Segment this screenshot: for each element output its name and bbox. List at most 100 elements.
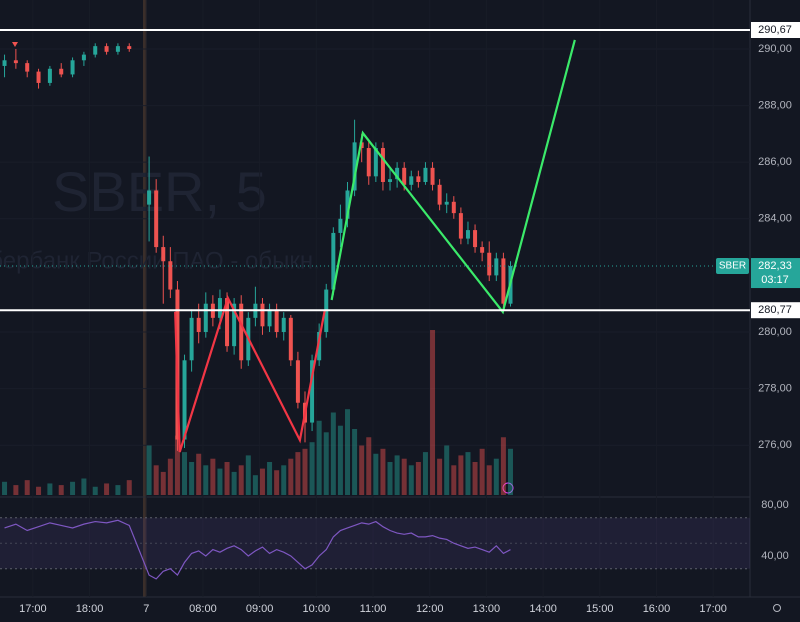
volume-bar	[281, 465, 287, 495]
volume-bar	[70, 481, 76, 495]
candle-body	[501, 258, 506, 304]
candle-body	[161, 247, 166, 262]
volume-bar	[153, 465, 159, 495]
volume-bar	[182, 452, 188, 495]
volume-bar	[401, 458, 407, 495]
candle-body	[13, 60, 18, 64]
volume-bar	[231, 471, 237, 495]
volume-bar	[309, 442, 315, 495]
volume-bar	[224, 462, 230, 495]
volume-bar	[252, 475, 258, 495]
candle-body	[473, 230, 478, 248]
volume-bar	[259, 468, 265, 495]
candle-body	[317, 331, 322, 361]
volume-bar	[36, 486, 42, 495]
candle-body	[196, 317, 201, 332]
watermark-subtitle: Сбербанк России ПАО - обыкн.	[0, 247, 320, 274]
candle-body	[494, 258, 499, 276]
candle-body	[310, 360, 315, 423]
candle-body	[409, 176, 414, 185]
volume-bar	[115, 485, 121, 495]
volume-bar	[203, 465, 209, 495]
candle-body	[232, 303, 237, 347]
volume-bar	[323, 432, 329, 495]
candle-body	[104, 46, 109, 52]
volume-bar	[160, 471, 166, 495]
candle-body	[47, 68, 52, 83]
session-break	[143, 0, 147, 597]
volume-bar	[104, 483, 110, 495]
volume-bar	[267, 462, 273, 495]
volume-bar	[337, 425, 343, 495]
volume-bar	[366, 437, 372, 495]
volume-bar	[58, 485, 64, 495]
x-tick-label: 18:00	[76, 603, 104, 615]
y-tick-label: 286,00	[758, 156, 792, 168]
candle-body	[274, 309, 279, 332]
candle-body	[430, 167, 435, 185]
volume-bar	[146, 445, 152, 495]
volume-bar	[465, 452, 471, 495]
candle-body	[373, 148, 378, 177]
price-label: 280,77	[758, 304, 792, 316]
candle-body	[352, 142, 357, 191]
volume-bar	[430, 330, 436, 495]
x-tick-label: 13:00	[473, 603, 501, 615]
x-tick-label: 08:00	[189, 603, 217, 615]
last-price-box	[751, 258, 800, 289]
candle-body	[182, 360, 187, 440]
settings-icon[interactable]	[773, 604, 781, 612]
volume-bar	[472, 462, 478, 495]
volume-bar	[295, 452, 301, 495]
y-tick-label: 284,00	[758, 213, 792, 225]
candle-body	[115, 46, 120, 52]
candle-body	[423, 167, 428, 182]
y-tick-label: 280,00	[758, 326, 792, 338]
x-tick-label: 14:00	[529, 603, 557, 615]
candle-body	[338, 218, 343, 233]
candle-body	[458, 213, 463, 239]
candle-body	[437, 184, 442, 205]
volume-bar	[493, 458, 499, 495]
price-label-box	[751, 22, 800, 39]
candle-body	[480, 247, 485, 253]
x-tick-label: 12:00	[416, 603, 444, 615]
x-tick-label: 11:00	[360, 603, 387, 615]
rsi-line	[4, 519, 511, 580]
volume-bar	[422, 452, 428, 495]
candle-body	[295, 360, 300, 403]
volume-bar	[189, 462, 195, 495]
volume-bar	[2, 481, 8, 495]
candle-body	[2, 60, 7, 66]
volume-bar	[174, 435, 180, 495]
candle-body	[189, 317, 194, 361]
volume-bar	[217, 468, 223, 495]
volume-bar	[81, 478, 87, 495]
candle-body	[127, 46, 132, 49]
rsi-tick-label: 80,00	[761, 499, 789, 511]
candle-body	[345, 190, 350, 219]
rsi-tick-label: 40,00	[761, 550, 789, 562]
volume-bar	[408, 465, 414, 495]
candle-body	[465, 230, 470, 239]
volume-bar	[387, 462, 393, 495]
y-tick-label: 276,00	[758, 439, 792, 451]
volume-bar	[24, 480, 30, 495]
candle-body	[444, 201, 449, 205]
candle-body	[25, 63, 30, 72]
candle-body	[451, 201, 456, 214]
candle-body	[168, 261, 173, 290]
volume-bar	[458, 455, 464, 495]
candle-body	[203, 303, 208, 332]
volume-bar	[167, 458, 173, 495]
candle-body	[416, 176, 421, 182]
price-label: 290,67	[758, 24, 792, 36]
candle-body	[359, 142, 364, 149]
trend-drawing	[330, 39, 576, 315]
watermark: SBER, 5	[52, 160, 267, 223]
candle-body	[260, 303, 265, 327]
candle-body	[366, 148, 371, 177]
event-icon	[502, 482, 514, 494]
candle-body	[217, 298, 222, 318]
